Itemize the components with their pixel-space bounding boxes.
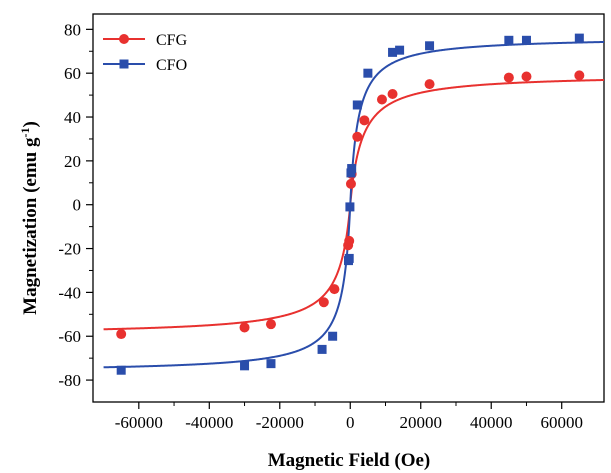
point-cfo bbox=[116, 365, 126, 375]
point-cfg bbox=[239, 322, 250, 333]
point-cfg bbox=[424, 79, 435, 90]
point-cfo bbox=[344, 253, 354, 263]
point-cfo bbox=[240, 361, 250, 371]
point-cfo bbox=[521, 35, 531, 45]
point-cfg bbox=[345, 178, 356, 189]
point-cfo bbox=[363, 68, 373, 78]
point-cfg bbox=[344, 235, 355, 246]
point-cfo bbox=[574, 33, 584, 43]
point-cfg bbox=[521, 71, 532, 82]
point-cfo bbox=[425, 41, 435, 51]
x-tick-label: -60000 bbox=[115, 413, 163, 432]
data-markers bbox=[116, 33, 585, 375]
point-cfg bbox=[387, 89, 398, 100]
y-tick-label: -40 bbox=[58, 283, 81, 302]
point-cfo bbox=[347, 164, 357, 174]
x-axis-title: Magnetic Field (Oe) bbox=[268, 450, 431, 471]
x-tick-label: -40000 bbox=[185, 413, 233, 432]
y-tick-label: 0 bbox=[73, 196, 82, 215]
legend-marker-cfo bbox=[119, 59, 129, 69]
point-cfo bbox=[388, 47, 398, 57]
point-cfg bbox=[329, 284, 340, 295]
x-tick-label: 20000 bbox=[399, 413, 442, 432]
legend-label-cfo: CFO bbox=[156, 57, 187, 74]
legend: CFG CFO bbox=[103, 32, 188, 74]
point-cfg bbox=[352, 131, 363, 142]
point-cfg bbox=[116, 329, 127, 340]
x-tick-label: -20000 bbox=[256, 413, 304, 432]
y-axis-title-close: ) bbox=[20, 121, 41, 127]
point-cfg bbox=[265, 319, 276, 330]
y-tick-label: 80 bbox=[64, 20, 81, 39]
x-tick-label: 40000 bbox=[470, 413, 513, 432]
plot-frame bbox=[92, 13, 605, 403]
point-cfo bbox=[328, 331, 338, 341]
y-axis-title-main: Magnetization (emu g bbox=[20, 137, 41, 315]
point-cfo bbox=[266, 359, 276, 369]
point-cfg bbox=[503, 72, 514, 83]
y-tick-label: 20 bbox=[64, 152, 81, 171]
x-tick-label: 60000 bbox=[540, 413, 583, 432]
point-cfg bbox=[376, 94, 387, 105]
point-cfg bbox=[359, 115, 370, 126]
legend-label-cfg: CFG bbox=[156, 32, 188, 49]
x-tick-label: 0 bbox=[346, 413, 355, 432]
point-cfg bbox=[574, 70, 585, 81]
y-tick-label: -60 bbox=[58, 327, 81, 346]
point-cfg bbox=[318, 297, 329, 308]
y-tick-label: -80 bbox=[58, 371, 81, 390]
point-cfo bbox=[395, 45, 405, 55]
point-cfo bbox=[345, 202, 355, 212]
legend-marker-cfg bbox=[119, 34, 129, 44]
y-tick-label: 40 bbox=[64, 108, 81, 127]
point-cfo bbox=[352, 100, 362, 110]
point-cfo bbox=[504, 35, 514, 45]
y-axis-title: Magnetization (emu g-1) bbox=[18, 121, 41, 315]
y-axis-title-sup: -1 bbox=[18, 128, 32, 138]
point-cfo bbox=[317, 344, 327, 354]
y-tick-label: 60 bbox=[64, 64, 81, 83]
axes-ticks: -60000 -40000 -20000 0 20000 40000 60000 -80 -60… bbox=[58, 20, 583, 432]
y-tick-label: -20 bbox=[58, 240, 81, 259]
